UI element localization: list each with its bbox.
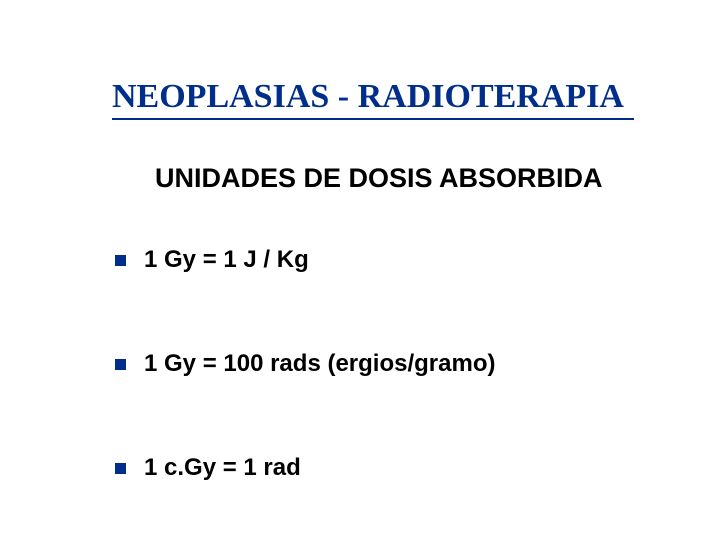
list-item: 1 Gy = 1 J / Kg: [115, 246, 495, 274]
slide-title: NEOPLASIAS - RADIOTERAPIA: [112, 78, 624, 116]
bullet-text: 1 c.Gy = 1 rad: [144, 454, 301, 482]
bullet-list: 1 Gy = 1 J / Kg 1 Gy = 100 rads (ergios/…: [115, 246, 495, 482]
bullet-text: 1 Gy = 1 J / Kg: [144, 246, 309, 274]
slide: NEOPLASIAS - RADIOTERAPIA UNIDADES DE DO…: [0, 0, 720, 540]
slide-subtitle: UNIDADES DE DOSIS ABSORBIDA: [155, 163, 603, 194]
title-underline: [112, 118, 634, 120]
list-item: 1 Gy = 100 rads (ergios/gramo): [115, 350, 495, 378]
square-bullet-icon: [115, 359, 126, 370]
bullet-text: 1 Gy = 100 rads (ergios/gramo): [144, 350, 495, 378]
list-item: 1 c.Gy = 1 rad: [115, 454, 495, 482]
square-bullet-icon: [115, 255, 126, 266]
square-bullet-icon: [115, 463, 126, 474]
